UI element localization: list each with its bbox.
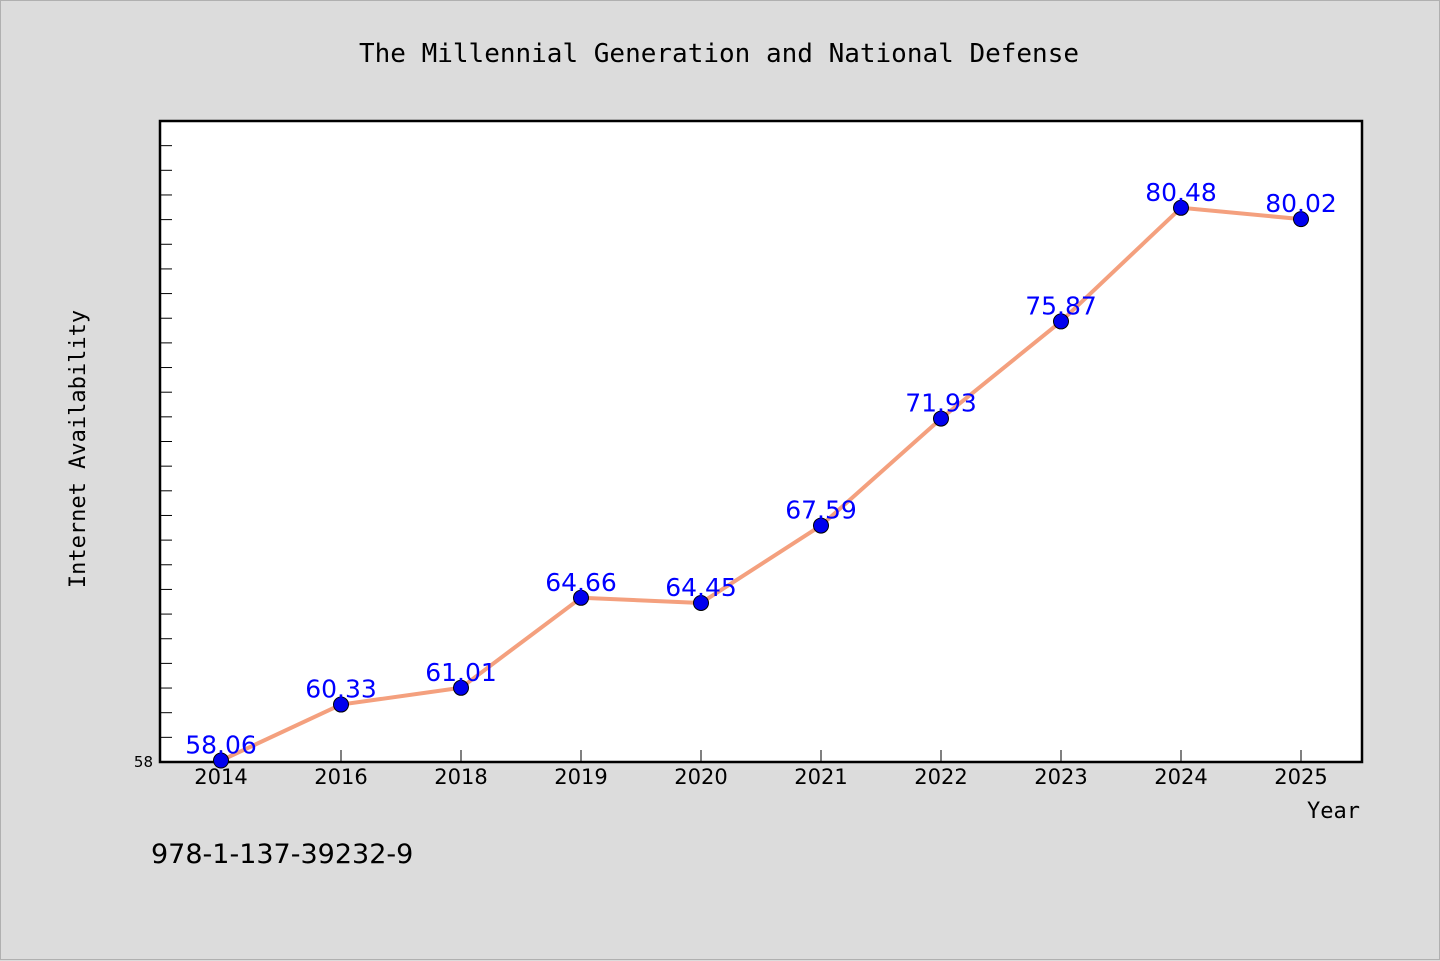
data-label: 64.45 (665, 573, 737, 602)
data-labels: 58.06 60.33 61.01 64.66 64.45 67.59 71.93 75.87… (185, 178, 1337, 760)
data-label: 71.93 (905, 389, 977, 418)
data-point (333, 696, 349, 713)
data-label: 67.59 (785, 496, 857, 525)
data-label: 80.02 (1265, 189, 1337, 218)
data-point (693, 594, 709, 611)
y-axis-tick-labels: 58 (134, 753, 153, 771)
data-label: 75.87 (1025, 291, 1097, 320)
data-label: 58.06 (185, 731, 257, 760)
x-tick-label: 2022 (914, 765, 967, 789)
x-tick-label: 2021 (794, 765, 847, 789)
x-tick-label: 2018 (434, 765, 487, 789)
y-tick-label: 58 (134, 753, 153, 771)
chart-title: The Millennial Generation and National D… (359, 39, 1079, 69)
isbn-text: 978-1-137-39232-9 (151, 839, 413, 870)
data-point (213, 752, 229, 769)
x-tick-label: 2020 (674, 765, 727, 789)
x-tick-label: 2016 (314, 765, 367, 789)
data-label: 61.01 (425, 658, 497, 687)
x-tick-label: 2023 (1034, 765, 1087, 789)
data-point (1173, 199, 1189, 216)
data-point (813, 517, 829, 534)
y-axis-ticks (160, 145, 172, 738)
data-point (1053, 313, 1069, 330)
y-axis-label: Internet Availability (66, 310, 91, 588)
x-axis-label: Year (1307, 799, 1360, 824)
data-label: 64.66 (545, 568, 617, 597)
x-axis-ticks (220, 750, 1302, 762)
data-label: 80.48 (1145, 178, 1217, 207)
x-tick-label: 2019 (554, 765, 607, 789)
data-point (933, 410, 949, 427)
data-label: 60.33 (305, 675, 377, 704)
x-tick-label: 2024 (1154, 765, 1207, 789)
x-tick-label: 2025 (1274, 765, 1327, 789)
x-axis-tick-labels: 2014 2016 2018 2019 2020 2021 2022 2023 2024 2025 (194, 765, 1327, 789)
data-markers (213, 199, 1309, 769)
data-point (1293, 211, 1309, 228)
plot-area (158, 119, 1364, 764)
data-point (453, 679, 469, 696)
x-tick-label: 2014 (194, 765, 247, 789)
data-point (573, 589, 589, 606)
series-line (220, 205, 1302, 763)
